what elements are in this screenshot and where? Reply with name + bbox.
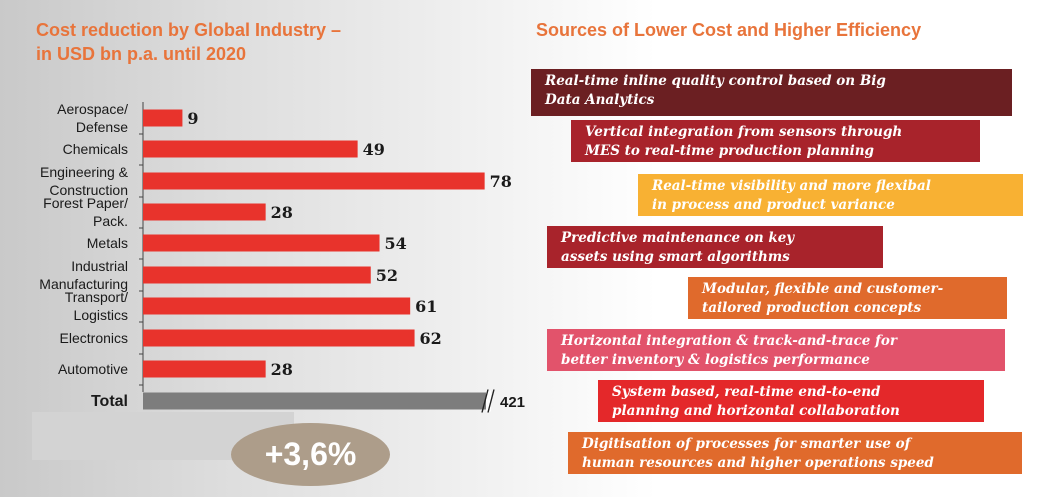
source-box: Digitisation of processes for smarter us… — [568, 432, 1022, 474]
category-label: Total — [91, 393, 128, 410]
data-label: 62 — [420, 329, 442, 348]
bar — [143, 109, 183, 127]
category-label: Aerospace/Defense — [57, 101, 128, 135]
data-label: 54 — [385, 234, 407, 253]
source-box: Predictive maintenance on key assets usi… — [547, 226, 883, 268]
category-label: Electronics — [60, 330, 128, 346]
source-box: Real-time visibility and more flexibal i… — [638, 174, 1023, 216]
source-box: Horizontal integration & track-and-trace… — [547, 329, 1005, 371]
sources-title: Sources of Lower Cost and Higher Efficie… — [536, 20, 922, 40]
bar — [143, 234, 380, 252]
category-label: Forest Paper/Pack. — [43, 195, 128, 229]
data-label: 61 — [415, 297, 437, 316]
bar — [143, 360, 266, 378]
data-label: 421 — [500, 394, 525, 411]
category-label: Chemicals — [63, 141, 128, 157]
cost-reduction-bar-chart: Aerospace/Defense 9 Chemicals 49 Engineering… — [39, 101, 525, 413]
axis-break-mark — [481, 389, 489, 413]
bar — [143, 297, 411, 315]
category-label: Industrial Manufacturing — [39, 258, 128, 292]
data-label: 78 — [490, 172, 512, 191]
axis-break-mark — [487, 389, 495, 413]
data-label: 28 — [271, 203, 293, 222]
source-box: Real-time inline quality control based o… — [531, 69, 1012, 116]
axis-break — [486, 390, 491, 412]
data-label: 49 — [363, 140, 385, 159]
bar — [143, 172, 485, 190]
data-label: 28 — [271, 360, 293, 379]
growth-badge: +3,6% — [231, 423, 390, 486]
source-box: System based, real-time end-to-end plann… — [598, 380, 984, 422]
bar — [143, 140, 358, 158]
source-box: Modular, flexible and customer- tailored… — [688, 277, 1007, 319]
data-label: 52 — [376, 266, 398, 285]
total-bar — [143, 392, 490, 410]
category-label: Automotive — [58, 361, 128, 377]
data-label: 9 — [187, 109, 198, 128]
bar — [143, 329, 415, 347]
category-label: Engineering & Construction — [40, 164, 129, 198]
bar — [143, 203, 266, 221]
source-box: Vertical integration from sensors throug… — [571, 120, 980, 162]
bar — [143, 266, 371, 284]
chart-title: Cost reduction by Global Industry – in U… — [36, 20, 342, 64]
category-label: Metals — [87, 235, 128, 251]
category-label: Transport/Logistics — [65, 289, 128, 323]
